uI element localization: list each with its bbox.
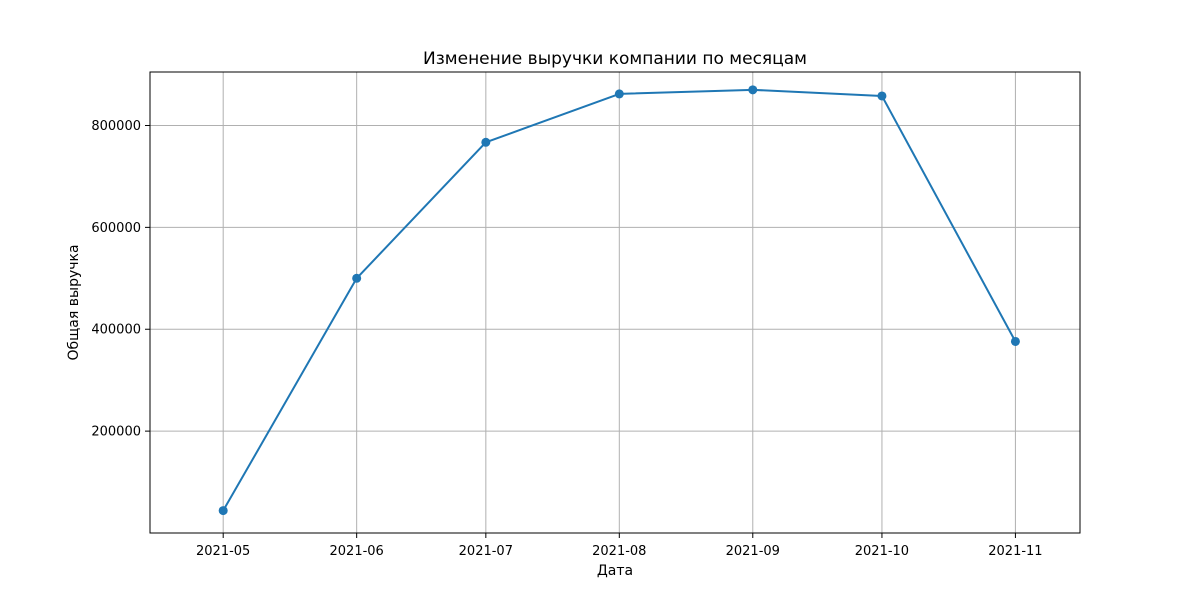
series-layer	[218, 85, 1020, 516]
tick-layer: 2021-05 2021-06 2021-07 2021-08 2021-09 2021-…	[91, 119, 1042, 559]
data-point-2021-11	[1010, 336, 1020, 346]
y-tick-label: 600000	[91, 221, 141, 236]
x-tick-label: 2021-10	[855, 544, 909, 559]
y-tick-label: 200000	[91, 425, 141, 440]
chart-title: Изменение выручки компании по месяцам	[423, 49, 807, 69]
y-tick-label: 400000	[91, 323, 141, 338]
x-tick-label: 2021-08	[592, 544, 646, 559]
data-point-2021-10	[877, 91, 887, 101]
data-point-2021-05	[218, 506, 228, 516]
x-tick-label: 2021-09	[726, 544, 780, 559]
x-tick-label: 2021-11	[988, 544, 1042, 559]
plot-frame	[149, 71, 1081, 534]
data-point-2021-07	[481, 137, 491, 147]
data-point-2021-08	[614, 89, 624, 99]
x-tick-label: 2021-07	[459, 544, 513, 559]
data-point-2021-09	[748, 85, 758, 95]
grid-layer	[150, 72, 1080, 533]
y-axis-label: Общая выручка	[66, 244, 82, 360]
x-tick-label: 2021-05	[196, 544, 250, 559]
x-tick-label: 2021-06	[330, 544, 384, 559]
x-axis-label: Дата	[597, 563, 633, 579]
data-point-2021-06	[352, 273, 362, 283]
y-tick-label: 800000	[91, 119, 141, 134]
